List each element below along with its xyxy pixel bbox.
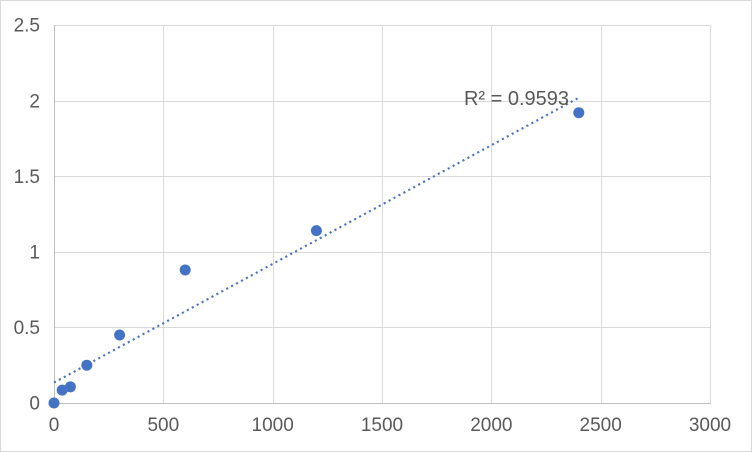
data-point: [573, 107, 585, 119]
data-point: [48, 397, 60, 409]
y-tick-label: 2.5: [14, 16, 40, 37]
data-point: [114, 329, 126, 341]
y-tick-label: 0: [29, 394, 40, 415]
y-tick-label: 1: [29, 242, 40, 263]
x-tick-label: 500: [147, 415, 179, 436]
data-point: [64, 381, 76, 393]
y-tick-label: 2: [29, 91, 40, 112]
data-point: [179, 264, 191, 276]
trendline: [53, 96, 580, 384]
y-tick-label: 1.5: [14, 167, 40, 188]
x-tick-label: 1500: [361, 415, 403, 436]
x-tick-label: 0: [49, 415, 60, 436]
data-point: [310, 225, 322, 237]
y-tick-label: 0.5: [14, 318, 40, 339]
x-tick-label: 3000: [689, 415, 731, 436]
x-tick-label: 2500: [580, 415, 622, 436]
r2-label: R² = 0.9593: [464, 88, 569, 110]
x-tick-label: 1000: [252, 415, 294, 436]
x-tick-label: 2000: [470, 415, 512, 436]
data-point: [81, 359, 93, 371]
